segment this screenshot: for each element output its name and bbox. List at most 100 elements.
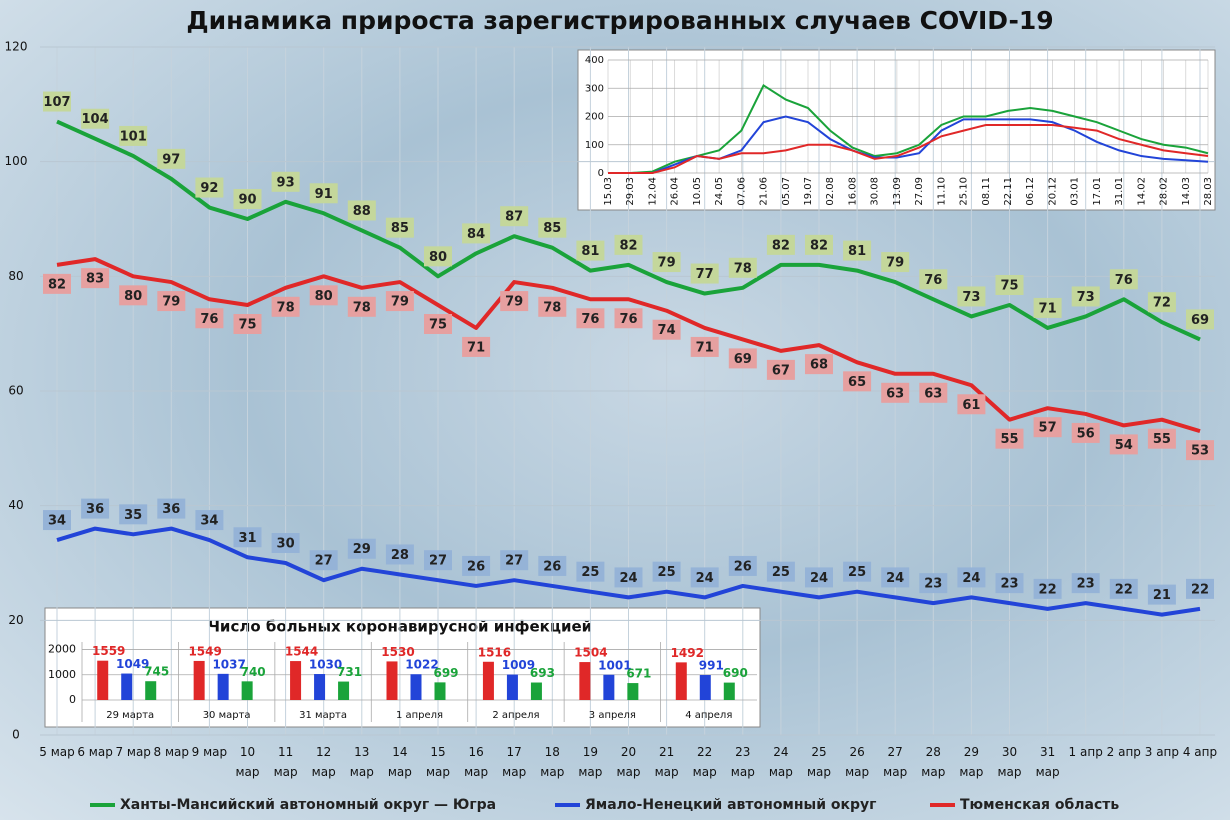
x-tick-label: 28.03 (1203, 177, 1214, 206)
data-label: 21 (1153, 588, 1171, 603)
label-box (1033, 417, 1062, 438)
data-label: 23 (1077, 577, 1095, 592)
label-box (614, 567, 643, 588)
data-label: 1049 (116, 657, 149, 671)
label-box (957, 567, 986, 588)
data-label: 690 (723, 666, 748, 680)
x-tick-label: 25.10 (959, 177, 970, 206)
x-tick-label: 30.08 (870, 177, 881, 206)
label-box (1071, 422, 1100, 443)
label-box (462, 336, 491, 357)
y-tick-label: 0 (12, 728, 20, 742)
label-box (919, 382, 948, 403)
data-label: 91 (315, 187, 333, 202)
data-label: 80 (429, 250, 447, 265)
x-tick-label: 17.01 (1092, 177, 1103, 206)
data-label: 699 (433, 666, 458, 680)
data-label: 1504 (574, 646, 607, 660)
label-box (995, 428, 1024, 449)
label-box (81, 268, 110, 289)
label-box (81, 108, 110, 129)
bar (603, 674, 615, 700)
data-label: 101 (120, 129, 147, 144)
x-tick-label: 19.07 (803, 177, 814, 206)
label-box (1071, 573, 1100, 594)
data-label: 1544 (285, 645, 318, 659)
line (608, 123, 1209, 174)
bar (506, 674, 518, 700)
label-box (347, 538, 376, 559)
label-box (309, 285, 338, 306)
data-label: 82 (619, 238, 637, 253)
x-tick-label: 05.07 (781, 177, 792, 206)
label-box (1071, 286, 1100, 307)
data-label: 76 (581, 312, 599, 327)
x-tick-label: 3 апр (1144, 745, 1180, 759)
label-box (652, 319, 681, 340)
data-label: 107 (43, 95, 70, 110)
data-label: 71 (467, 340, 485, 355)
x-tick-label: 21.06 (759, 177, 770, 206)
data-label: 23 (1000, 577, 1018, 592)
x-tick-label: 16 мар (464, 745, 489, 779)
data-label: 731 (337, 665, 362, 679)
x-tick-label: 21 мар (654, 745, 679, 779)
label-box (195, 177, 224, 198)
label-box (271, 171, 300, 192)
y-tick-label: 200 (585, 112, 604, 123)
label-box (500, 291, 529, 312)
data-label: 24 (962, 571, 980, 586)
x-tick-label: 28.02 (1159, 177, 1170, 206)
label-box (157, 148, 186, 169)
data-label: 56 (1077, 426, 1095, 441)
data-label: 78 (353, 300, 371, 315)
data-label: 28 (391, 548, 409, 563)
label-box (424, 246, 452, 267)
x-tick-label: 6 мар (77, 745, 113, 759)
x-tick-label: 4 апреля (685, 710, 732, 721)
bar (579, 662, 591, 700)
x-tick-label: 07.06 (736, 177, 747, 206)
x-tick-label: 8 мар (153, 745, 190, 759)
data-label: 92 (200, 181, 218, 196)
bar (97, 660, 109, 700)
y-tick-label: 20 (8, 613, 23, 627)
bar (627, 683, 639, 700)
x-tick-label: 10 мар (235, 745, 260, 779)
data-label: 1030 (309, 658, 342, 672)
x-tick-label: 29 мар (959, 745, 984, 779)
label-box (843, 561, 872, 582)
data-label: 1516 (478, 645, 511, 659)
bar (145, 681, 157, 700)
label-box (119, 504, 148, 525)
data-label: 82 (48, 277, 66, 292)
data-label: 69 (1191, 313, 1209, 328)
y-tick-label: 1000 (48, 668, 76, 681)
x-tick-label: 5 мар (39, 745, 75, 759)
label-box (652, 252, 681, 273)
data-label: 24 (696, 571, 714, 586)
x-tick-label: 14.02 (1136, 177, 1147, 206)
data-label: 78 (277, 300, 295, 315)
y-tick-label: 0 (598, 168, 604, 179)
data-label: 82 (772, 238, 790, 253)
label-box (728, 348, 757, 369)
label-box (576, 308, 605, 329)
data-label: 81 (848, 244, 866, 259)
label-box (1186, 309, 1214, 330)
bar (314, 674, 326, 700)
data-label: 61 (962, 398, 980, 413)
label-box (843, 240, 872, 261)
data-label: 740 (241, 665, 266, 679)
y-tick-label: 0 (69, 693, 76, 706)
data-label: 30 (277, 537, 295, 552)
data-label: 79 (886, 256, 904, 271)
bar (434, 682, 446, 700)
label-box (995, 275, 1024, 295)
label-box (1109, 434, 1138, 455)
label-box (81, 498, 110, 519)
data-label: 991 (699, 659, 724, 673)
label-box (119, 285, 148, 306)
bar (193, 660, 205, 700)
x-tick-label: 12.04 (647, 177, 658, 206)
